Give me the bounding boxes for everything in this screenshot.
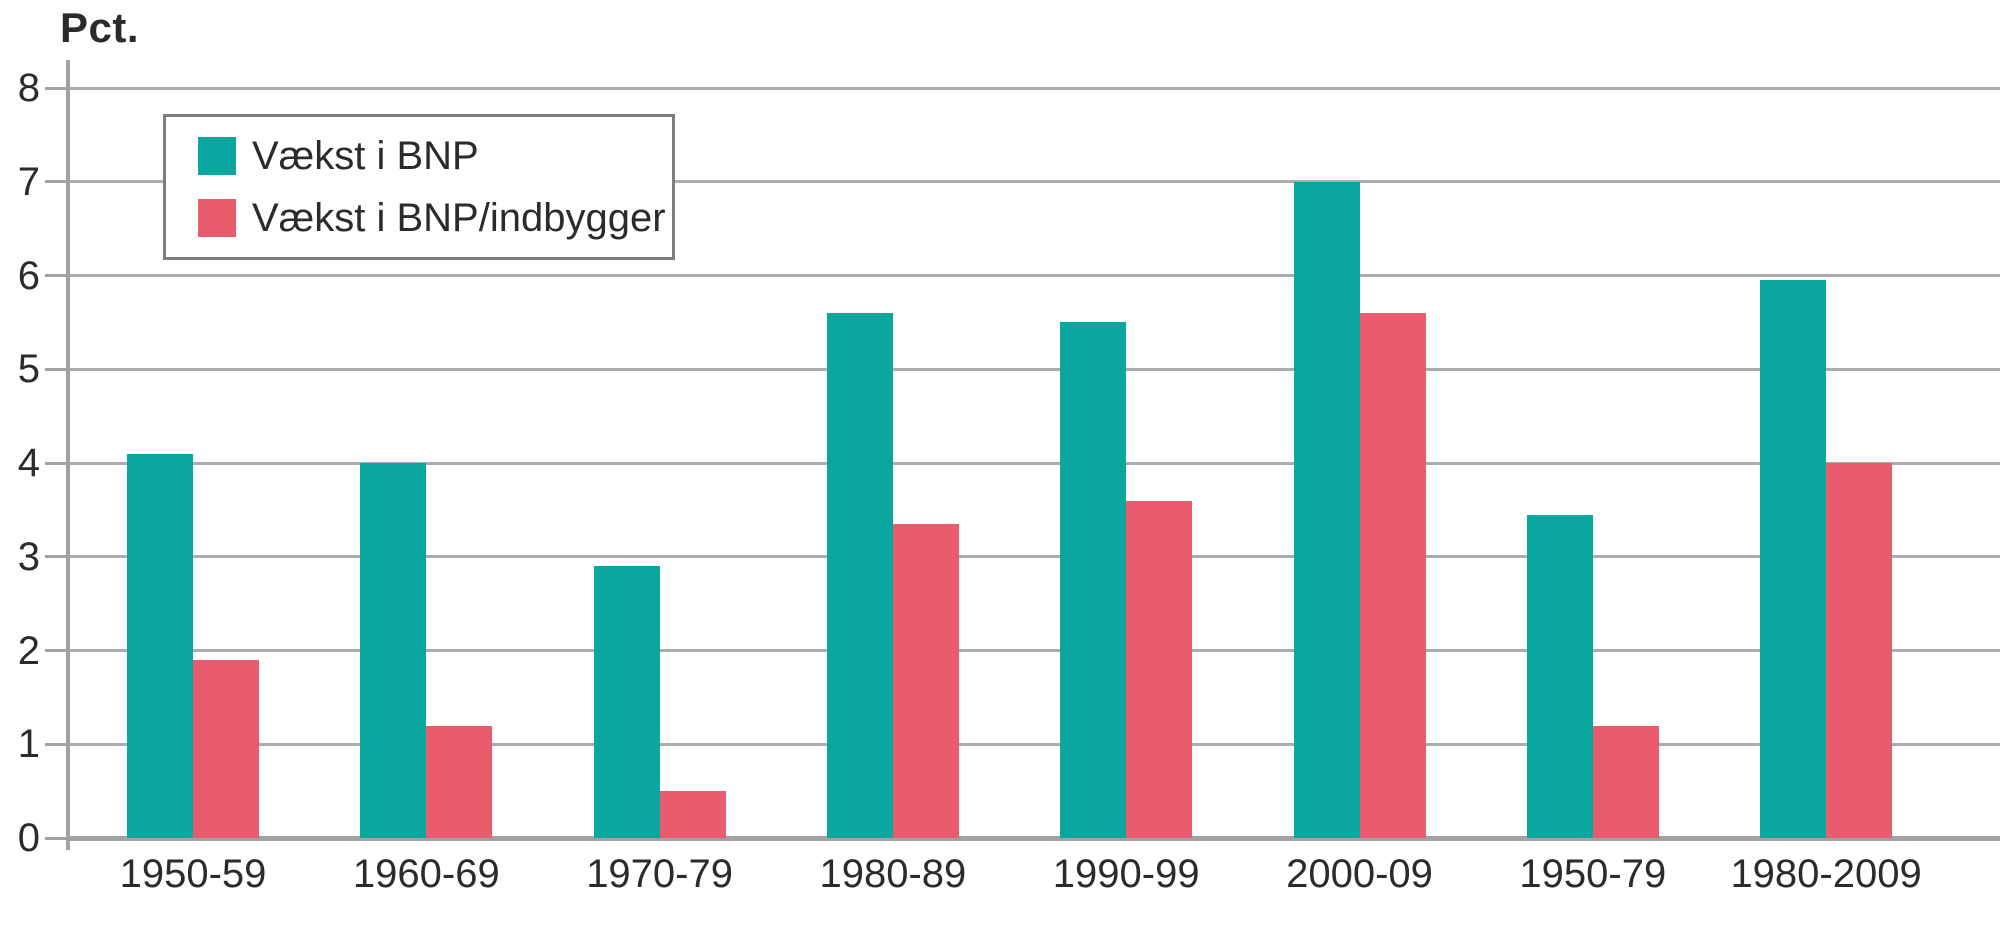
legend-label-bnp: Vækst i BNP <box>252 134 479 178</box>
gridline-1 <box>68 742 2000 746</box>
legend: Vækst i BNP Vækst i BNP/indbygger <box>163 114 675 260</box>
x-category-label-1980-2009: 1980-2009 <box>1730 852 1922 896</box>
legend-swatch-bnp-indbygger <box>198 199 236 237</box>
gridline-8 <box>68 86 2000 90</box>
y-tick-label-5: 5 <box>17 347 40 392</box>
gridline-7 <box>68 180 2000 184</box>
bar-v-kst-i-bnp-1960-69 <box>360 463 427 838</box>
y-tick-label-6: 6 <box>17 253 40 298</box>
x-category-label-2000-09: 2000-09 <box>1286 852 1433 896</box>
y-tick-label-2: 2 <box>17 628 40 673</box>
y-tick-label-7: 7 <box>17 159 40 204</box>
legend-swatch-bnp <box>198 137 236 175</box>
bar-v-kst-i-bnp-indbygger-1960-69 <box>426 725 493 838</box>
bar-v-kst-i-bnp-1950-59 <box>127 453 193 838</box>
gridline-0 <box>68 836 2000 841</box>
y-tick-label-4: 4 <box>17 441 40 485</box>
y-tick-mark-1 <box>45 742 68 746</box>
y-tick-label-3: 3 <box>17 534 40 579</box>
y-tick-label-1: 1 <box>17 722 40 767</box>
y-tick-mark-2 <box>45 649 68 652</box>
y-axis-line <box>66 60 70 850</box>
gridline-2 <box>68 649 2000 652</box>
x-category-label-1950-59: 1950-59 <box>119 852 267 896</box>
bar-v-kst-i-bnp-indbygger-1990-99 <box>1126 500 1193 838</box>
gridline-5 <box>68 367 2000 371</box>
bar-v-kst-i-bnp-1990-99 <box>1060 322 1127 838</box>
bar-v-kst-i-bnp-1970-79 <box>593 566 660 838</box>
x-category-label-1980-89: 1980-89 <box>819 852 967 896</box>
bar-v-kst-i-bnp-indbygger-1950-79 <box>1592 725 1659 838</box>
y-tick-mark-7 <box>45 180 68 184</box>
y-tick-mark-6 <box>45 274 68 277</box>
bar-v-kst-i-bnp-indbygger-2000-09 <box>1359 313 1426 838</box>
y-tick-mark-4 <box>45 461 68 465</box>
y-tick-mark-5 <box>45 367 68 371</box>
gridline-4 <box>68 461 2000 465</box>
x-category-label-1950-79: 1950-79 <box>1519 852 1667 896</box>
y-tick-label-8: 8 <box>17 66 40 110</box>
legend-label-bnp-indbygger: Vækst i BNP/indbygger <box>252 196 666 240</box>
x-category-label-1970-79: 1970-79 <box>586 852 733 896</box>
y-tick-mark-3 <box>45 555 68 559</box>
y-tick-label-0: 0 <box>17 816 40 860</box>
legend-item-bnp-indbygger: Vækst i BNP/indbygger <box>198 196 672 240</box>
bar-v-kst-i-bnp-1980-2009 <box>1760 280 1827 838</box>
gridline-3 <box>68 555 2000 559</box>
bar-v-kst-i-bnp-indbygger-1970-79 <box>659 791 726 838</box>
bar-v-kst-i-bnp-indbygger-1950-59 <box>193 659 259 838</box>
bar-v-kst-i-bnp-2000-09 <box>1293 181 1360 838</box>
legend-item-bnp: Vækst i BNP <box>198 134 672 178</box>
y-tick-mark-8 <box>45 86 68 90</box>
x-category-label-1960-69: 1960-69 <box>352 852 500 896</box>
bar-v-kst-i-bnp-indbygger-1980-2009 <box>1826 463 1893 838</box>
bar-v-kst-i-bnp-1980-89 <box>826 313 893 838</box>
y-axis-title: Pct. <box>60 4 140 51</box>
y-tick-mark-0 <box>45 836 68 840</box>
bar-v-kst-i-bnp-indbygger-1980-89 <box>892 523 959 838</box>
bar-v-kst-i-bnp-1950-79 <box>1526 514 1593 838</box>
x-category-label-1990-99: 1990-99 <box>1052 852 1200 896</box>
gridline-6 <box>68 274 2000 277</box>
